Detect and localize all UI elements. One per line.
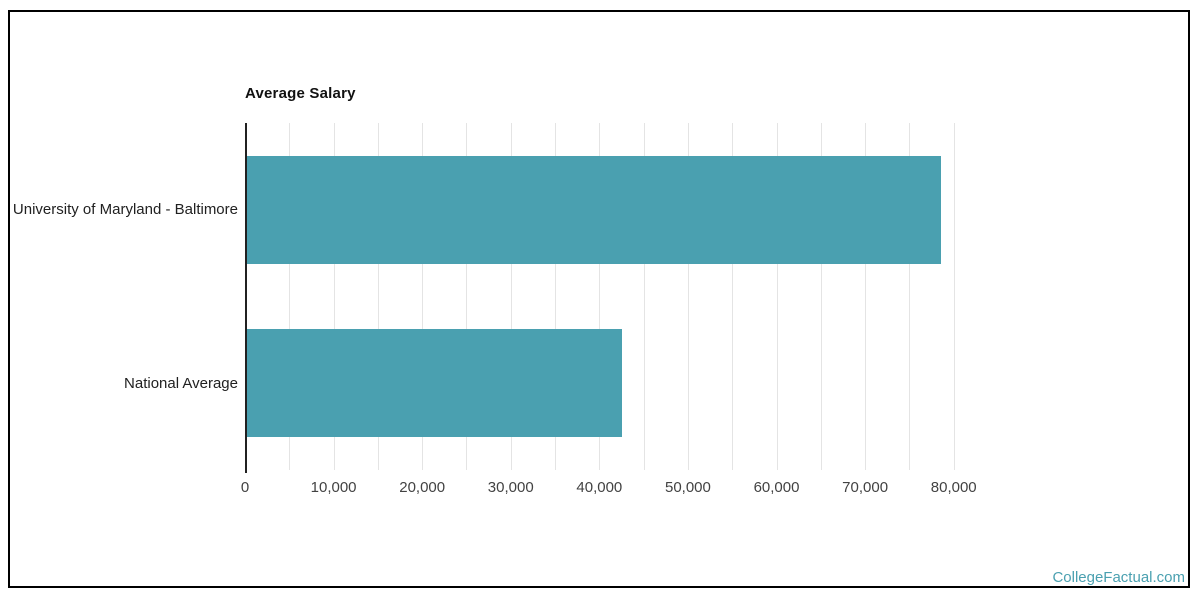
gridline [820, 123, 822, 470]
category-label: National Average [124, 374, 238, 392]
x-tick-label: 60,000 [753, 479, 800, 496]
gridline [422, 123, 424, 470]
x-tick-label: 0 [240, 479, 250, 496]
x-tick-label: 30,000 [487, 479, 534, 496]
gridline [333, 123, 335, 470]
bar-university-of-maryland-baltimore [245, 155, 942, 264]
gridline [643, 123, 645, 470]
x-tick-label: 50,000 [664, 479, 711, 496]
gridline [466, 123, 468, 470]
y-axis-line [245, 123, 247, 473]
gridline [732, 123, 734, 470]
plot-area [245, 123, 998, 473]
bar-row [245, 123, 998, 297]
x-tick-label: 80,000 [930, 479, 977, 496]
category-label: University of Maryland - Baltimore [12, 201, 238, 219]
gridline [776, 123, 778, 470]
gridline [510, 123, 512, 470]
bar-row [245, 297, 998, 471]
chart-title: Average Salary [245, 85, 356, 102]
gridline [377, 123, 379, 470]
gridline [953, 123, 955, 470]
bar-national-average [245, 329, 622, 438]
x-tick-label: 10,000 [310, 479, 357, 496]
x-tick-label: 20,000 [399, 479, 446, 496]
x-tick-label: 70,000 [842, 479, 889, 496]
gridline [909, 123, 911, 470]
x-axis-tick-labels: 0 10,000 20,000 30,000 40,000 50,000 60,000 70,… [241, 479, 998, 501]
bars-container [245, 123, 998, 470]
collegefactual-watermark-link[interactable]: CollegeFactual.com [1052, 569, 1185, 586]
gridline [599, 123, 601, 470]
gridline [289, 123, 291, 470]
gridline [687, 123, 689, 470]
gridline [865, 123, 867, 470]
x-tick-label: 40,000 [576, 479, 623, 496]
gridline [555, 123, 557, 470]
category-axis-labels: University of Maryland - Baltimore Nation… [10, 123, 238, 470]
